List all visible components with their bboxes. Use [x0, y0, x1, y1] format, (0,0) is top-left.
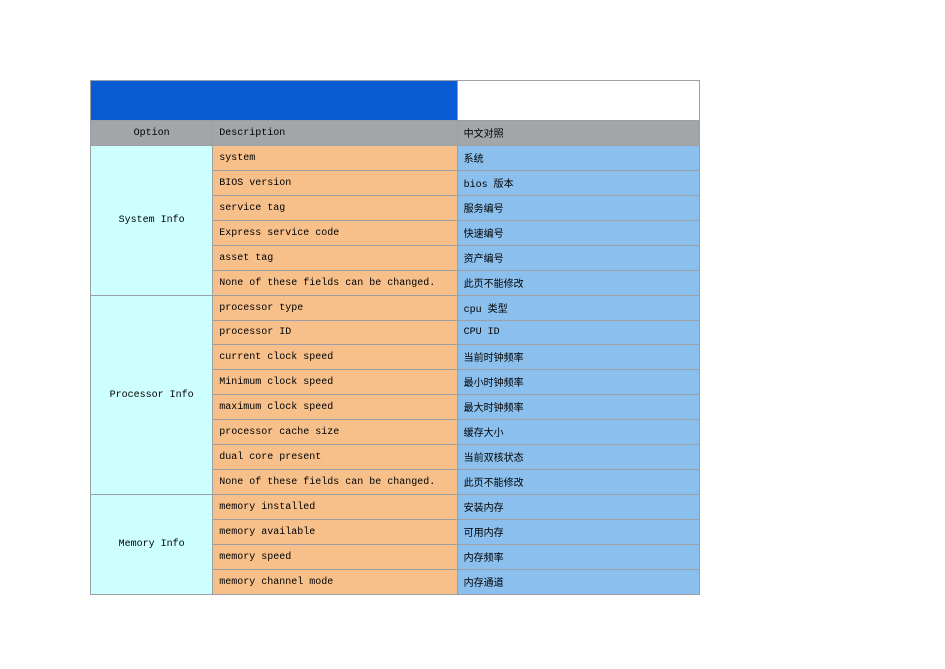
chinese-cell: 当前时钟频率 [457, 345, 699, 370]
chinese-cell: 可用内存 [457, 520, 699, 545]
description-cell: current clock speed [213, 345, 457, 370]
chinese-cell: 内存频率 [457, 545, 699, 570]
col-header-chinese: 中文对照 [457, 121, 699, 146]
description-cell: asset tag [213, 246, 457, 271]
chinese-cell: 缓存大小 [457, 420, 699, 445]
description-cell: memory channel mode [213, 570, 457, 595]
description-cell: memory available [213, 520, 457, 545]
table-row: Memory Infomemory installed安装内存 [91, 495, 700, 520]
description-cell: processor cache size [213, 420, 457, 445]
description-cell: service tag [213, 196, 457, 221]
option-cell: Processor Info [91, 296, 213, 495]
chinese-cell: 当前双核状态 [457, 445, 699, 470]
chinese-cell: cpu 类型 [457, 296, 699, 321]
chinese-cell: 快速编号 [457, 221, 699, 246]
table-row: System Infosystem系统 [91, 146, 700, 171]
chinese-cell: CPU ID [457, 321, 699, 345]
description-cell: dual core present [213, 445, 457, 470]
banner-blue [91, 81, 458, 121]
table-body: Option Description 中文对照 System Infosyste… [91, 81, 700, 595]
description-cell: Minimum clock speed [213, 370, 457, 395]
chinese-cell: 系统 [457, 146, 699, 171]
description-cell: maximum clock speed [213, 395, 457, 420]
table-row: Processor Infoprocessor typecpu 类型 [91, 296, 700, 321]
chinese-cell: 此页不能修改 [457, 470, 699, 495]
chinese-cell: 最小时钟频率 [457, 370, 699, 395]
description-cell: None of these fields can be changed. [213, 271, 457, 296]
chinese-cell: 服务编号 [457, 196, 699, 221]
col-header-description: Description [213, 121, 457, 146]
col-header-option: Option [91, 121, 213, 146]
chinese-cell: 资产编号 [457, 246, 699, 271]
banner-white [457, 81, 699, 121]
banner-row [91, 81, 700, 121]
option-cell: System Info [91, 146, 213, 296]
option-cell: Memory Info [91, 495, 213, 595]
bios-table: Option Description 中文对照 System Infosyste… [90, 80, 700, 595]
page: Option Description 中文对照 System Infosyste… [0, 0, 945, 669]
description-cell: system [213, 146, 457, 171]
chinese-cell: bios 版本 [457, 171, 699, 196]
column-header-row: Option Description 中文对照 [91, 121, 700, 146]
description-cell: processor type [213, 296, 457, 321]
chinese-cell: 此页不能修改 [457, 271, 699, 296]
description-cell: None of these fields can be changed. [213, 470, 457, 495]
chinese-cell: 安装内存 [457, 495, 699, 520]
chinese-cell: 最大时钟频率 [457, 395, 699, 420]
description-cell: Express service code [213, 221, 457, 246]
description-cell: BIOS version [213, 171, 457, 196]
description-cell: memory speed [213, 545, 457, 570]
chinese-cell: 内存通道 [457, 570, 699, 595]
description-cell: memory installed [213, 495, 457, 520]
description-cell: processor ID [213, 321, 457, 345]
